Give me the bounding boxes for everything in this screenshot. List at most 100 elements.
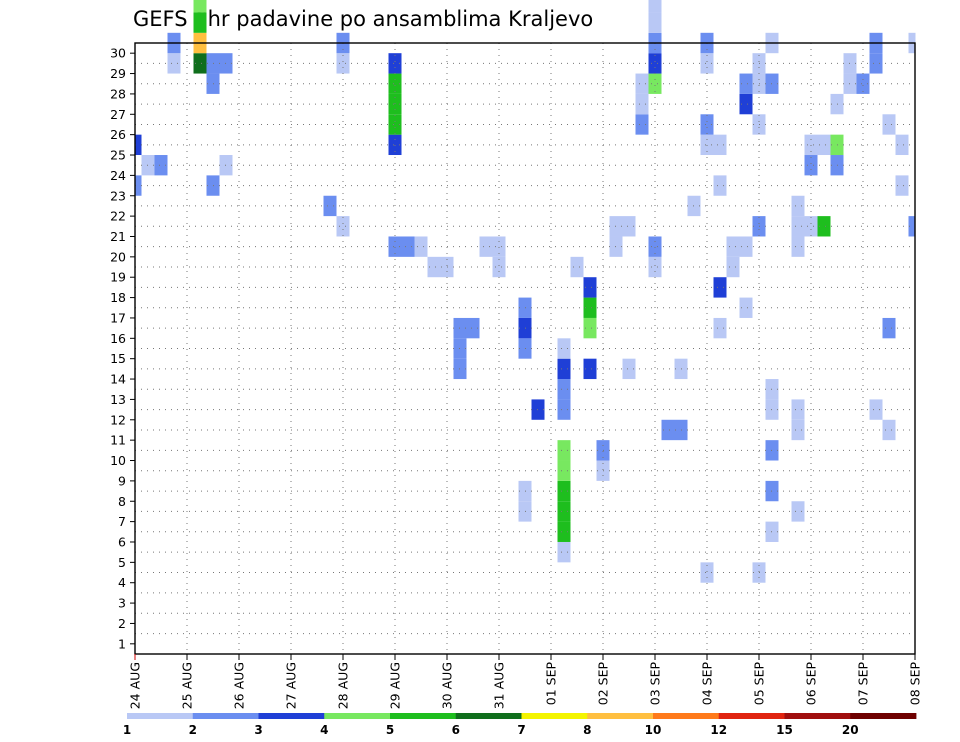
y-tick-label: 15 xyxy=(110,351,126,366)
precip-cell xyxy=(388,134,402,156)
y-tick-label: 20 xyxy=(110,249,126,264)
y-tick-label: 16 xyxy=(110,331,126,346)
x-tick-label: 01 SEP xyxy=(544,662,559,706)
colorbar-label: 8 xyxy=(583,723,591,737)
colorbar-swatch xyxy=(390,713,457,719)
y-tick-label: 26 xyxy=(110,127,126,142)
x-tick-label: 03 SEP xyxy=(648,662,663,706)
precip-cell xyxy=(713,134,727,156)
y-tick-label: 10 xyxy=(110,453,126,468)
precip-cell xyxy=(739,73,753,94)
precip-cell xyxy=(791,399,805,420)
precip-cell xyxy=(713,175,727,196)
x-tick-label: 25 AUG xyxy=(180,662,195,709)
y-tick-label: 8 xyxy=(118,494,126,509)
precip-cell xyxy=(193,12,207,33)
y-tick-label: 17 xyxy=(110,310,126,325)
precip-cell xyxy=(583,277,597,298)
precip-cell xyxy=(700,114,714,135)
colorbar-label: 12 xyxy=(710,723,727,737)
x-tick-label: 02 SEP xyxy=(596,662,611,706)
y-tick-label: 24 xyxy=(110,168,126,183)
precip-cell xyxy=(726,236,740,257)
colorbar-label: 15 xyxy=(776,723,793,737)
colorbar-swatch xyxy=(127,713,194,719)
x-tick-label: 29 AUG xyxy=(388,662,403,709)
precip-cell xyxy=(791,195,805,217)
colorbar-label: 1 xyxy=(123,723,131,737)
precip-cell xyxy=(856,73,870,94)
precip-cell xyxy=(713,277,727,298)
precip-cell xyxy=(817,216,831,237)
precip-cell xyxy=(135,175,142,196)
y-tick-label: 30 xyxy=(110,46,126,61)
y-tick-label: 14 xyxy=(110,372,126,387)
precip-cell xyxy=(700,134,714,156)
precip-cell xyxy=(739,93,753,115)
plot-frame xyxy=(134,42,916,655)
colorbar-label: 3 xyxy=(254,723,262,737)
precip-cell xyxy=(648,73,662,94)
precip-cell xyxy=(791,419,805,441)
precip-cell xyxy=(401,236,415,257)
colorbar-label: 4 xyxy=(320,723,328,737)
grid-layer xyxy=(135,43,915,654)
precip-cell xyxy=(648,0,662,13)
y-tick-label: 13 xyxy=(110,392,126,407)
precip-cell xyxy=(791,501,805,522)
precip-cell xyxy=(557,338,571,359)
precip-cell xyxy=(661,419,675,441)
precip-cell xyxy=(804,216,818,237)
y-tick-label: 29 xyxy=(110,66,126,81)
precip-cell xyxy=(154,155,168,176)
cells-layer xyxy=(135,0,916,583)
precip-cell xyxy=(583,297,597,318)
precip-cell xyxy=(388,73,402,94)
precip-cell xyxy=(869,53,883,74)
y-tick-label: 11 xyxy=(110,433,126,448)
colorbar-swatch xyxy=(258,713,325,719)
y-tick-label: 22 xyxy=(110,209,126,224)
precip-cell xyxy=(492,236,506,257)
y-tick-label: 27 xyxy=(110,107,126,122)
precip-cell xyxy=(336,53,350,74)
precip-cell xyxy=(648,256,662,278)
y-axis-ticks: 1234567891011121314151617181920212223242… xyxy=(110,46,135,651)
precip-cell xyxy=(804,155,818,176)
colorbar-swatch xyxy=(324,713,391,719)
precip-cell xyxy=(323,195,337,217)
precip-cell xyxy=(791,216,805,237)
precip-cell xyxy=(466,317,480,339)
precip-cell xyxy=(557,440,571,461)
x-tick-label: 30 AUG xyxy=(440,662,455,709)
precip-cell xyxy=(557,521,571,542)
colorbar-label: 10 xyxy=(645,723,662,737)
x-tick-label: 08 SEP xyxy=(908,662,923,706)
precip-cell xyxy=(817,134,831,156)
precip-cell xyxy=(557,541,571,563)
colorbar-label: 2 xyxy=(189,723,197,737)
precip-cell xyxy=(557,460,571,481)
precip-cell xyxy=(557,379,571,400)
precip-cell xyxy=(700,53,714,74)
precip-cell xyxy=(492,256,506,278)
colorbar-swatch xyxy=(521,713,588,719)
precip-cell xyxy=(713,317,727,339)
y-tick-label: 4 xyxy=(118,575,126,590)
precip-cell xyxy=(557,501,571,522)
precip-cell xyxy=(557,399,571,420)
x-tick-label: 07 SEP xyxy=(856,662,871,706)
precip-cell xyxy=(869,399,883,420)
precip-cell xyxy=(427,256,441,278)
y-tick-label: 28 xyxy=(110,86,126,101)
precip-cell xyxy=(882,419,896,441)
x-tick-label: 06 SEP xyxy=(804,662,819,706)
colorbar-swatch xyxy=(192,713,259,719)
colorbar-label: 7 xyxy=(517,723,525,737)
precip-cell xyxy=(193,0,207,13)
precip-cell xyxy=(739,297,753,318)
precip-cell xyxy=(635,93,649,115)
colorbar-label: 5 xyxy=(386,723,394,737)
precip-cell xyxy=(167,53,181,74)
precip-cell xyxy=(635,114,649,135)
